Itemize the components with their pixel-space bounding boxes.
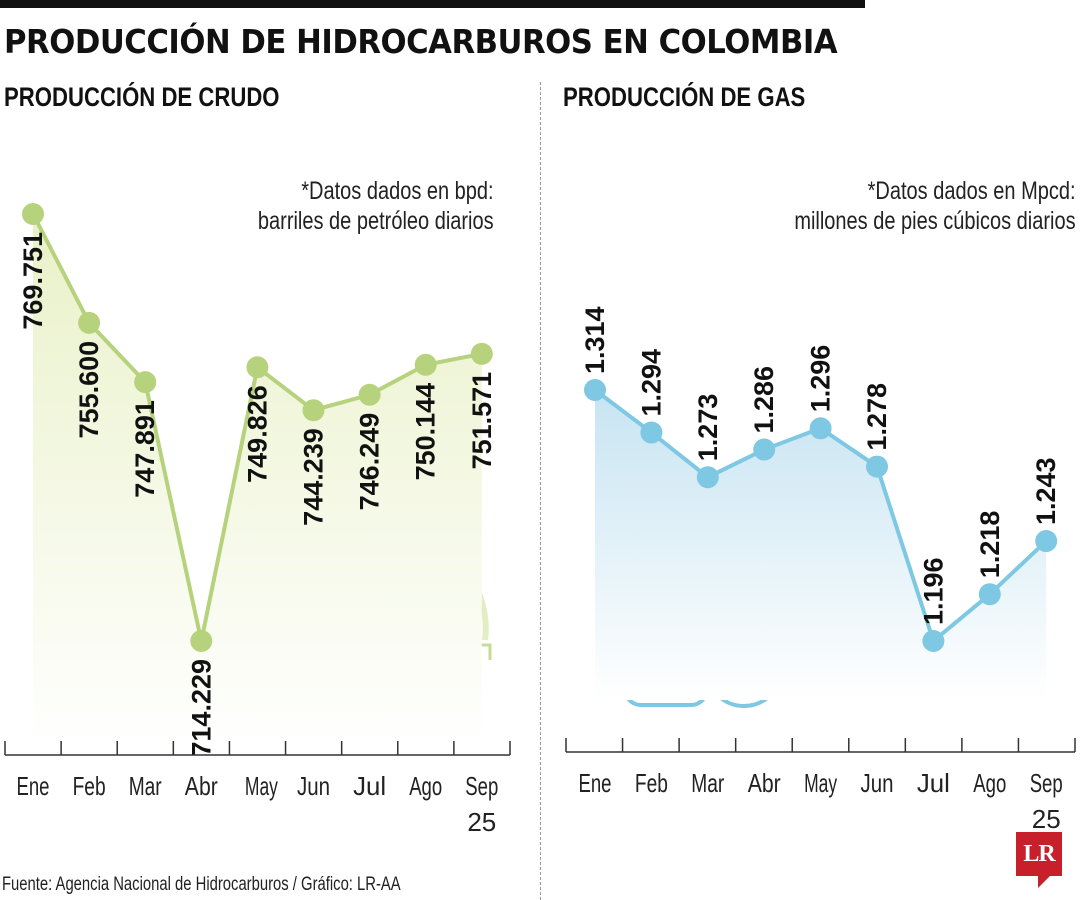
data-label: 1.196 xyxy=(918,557,948,625)
x-tick-label: Ago xyxy=(973,768,1006,798)
x-tick-label: Ene xyxy=(579,768,612,798)
lr-logo: LR xyxy=(1016,832,1062,888)
data-label: 1.273 xyxy=(693,394,723,462)
data-point xyxy=(190,630,213,652)
gas-chart: 1.314 1.294 1.273 1.286 1.296 1.278 1.196 1.218… xyxy=(565,306,1076,834)
data-label: 1.296 xyxy=(806,345,836,413)
area-fill xyxy=(33,214,482,750)
data-label: 746.249 xyxy=(355,413,385,511)
data-point xyxy=(134,371,157,394)
data-point xyxy=(978,583,1001,606)
data-label: 1.278 xyxy=(862,383,892,451)
crudo-chart-title: PRODUCCIÓN DE CRUDO xyxy=(4,82,280,112)
data-label: 1.294 xyxy=(636,349,666,417)
year-label: 25 xyxy=(467,807,496,837)
x-tick-label: May xyxy=(804,768,837,798)
data-point xyxy=(1035,530,1058,553)
x-tick-label: Mar xyxy=(129,771,162,801)
data-point xyxy=(22,203,44,225)
data-label: 744.239 xyxy=(299,428,329,526)
data-label: 714.229 xyxy=(186,659,216,757)
x-tick-label: Jun xyxy=(297,771,330,801)
data-point xyxy=(922,630,945,652)
x-tick-label: Abr xyxy=(748,768,781,798)
crudo-chart: 769.751 755.600 747.891 714.229 749.826 744.2… xyxy=(4,203,511,837)
data-label: 1.243 xyxy=(1031,457,1061,525)
gas-unit-note: *Datos dados en Mpcd: millones de pies c… xyxy=(795,176,1076,236)
data-label: 755.600 xyxy=(74,341,104,439)
crudo-unit-note: *Datos dados en bpd: barriles de petróle… xyxy=(258,176,494,236)
data-label: 750.144 xyxy=(411,383,441,481)
x-tick-label: Feb xyxy=(73,771,106,801)
x-tick-label: Jun xyxy=(861,768,894,798)
data-point xyxy=(414,353,437,376)
data-label: 1.286 xyxy=(749,366,779,434)
source-footer: Fuente: Agencia Nacional de Hidrocarburo… xyxy=(2,874,401,895)
data-point xyxy=(866,455,888,478)
x-tick-label: Abr xyxy=(185,771,218,801)
data-point xyxy=(696,466,719,489)
x-tick-label: Jul xyxy=(353,771,386,801)
data-label: 1.218 xyxy=(975,511,1005,579)
x-tick-label: Mar xyxy=(691,768,724,798)
x-tick-label: Ago xyxy=(409,771,442,801)
year-label: 25 xyxy=(1032,804,1061,834)
gas-note-line2: millones de pies cúbicos diarios xyxy=(794,207,1076,235)
data-point xyxy=(470,342,493,365)
data-point xyxy=(302,399,325,422)
gas-note-line1: *Datos dados en Mpcd: xyxy=(868,177,1076,205)
data-point xyxy=(584,379,606,401)
panel-divider xyxy=(540,82,541,900)
data-point xyxy=(809,417,832,440)
data-label: 1.314 xyxy=(580,306,610,374)
x-tick-label: Ene xyxy=(17,771,50,801)
data-point xyxy=(753,438,776,461)
data-label: 751.571 xyxy=(467,372,497,470)
x-tick-label: Sep xyxy=(465,771,498,801)
gas-chart-title: PRODUCCIÓN DE GAS xyxy=(563,82,806,112)
page-title: PRODUCCIÓN DE HIDROCARBUROS EN COLOMBIA xyxy=(4,22,838,61)
data-point xyxy=(78,311,101,334)
data-point xyxy=(246,356,269,379)
data-label: 747.891 xyxy=(130,400,160,498)
data-label: 749.826 xyxy=(242,385,272,483)
crudo-note-line1: *Datos dados en bpd: xyxy=(301,177,494,205)
area-fill xyxy=(595,390,1047,700)
data-point xyxy=(358,383,381,406)
x-tick-label: Jul xyxy=(917,768,950,798)
x-tick-label: Feb xyxy=(635,768,668,798)
data-point xyxy=(640,421,663,444)
x-tick-label: Sep xyxy=(1030,768,1063,798)
crudo-note-line2: barriles de petróleo diarios xyxy=(258,207,494,235)
top-rule xyxy=(0,0,865,8)
data-label: 769.751 xyxy=(18,232,48,330)
x-tick-label: May xyxy=(245,771,278,801)
